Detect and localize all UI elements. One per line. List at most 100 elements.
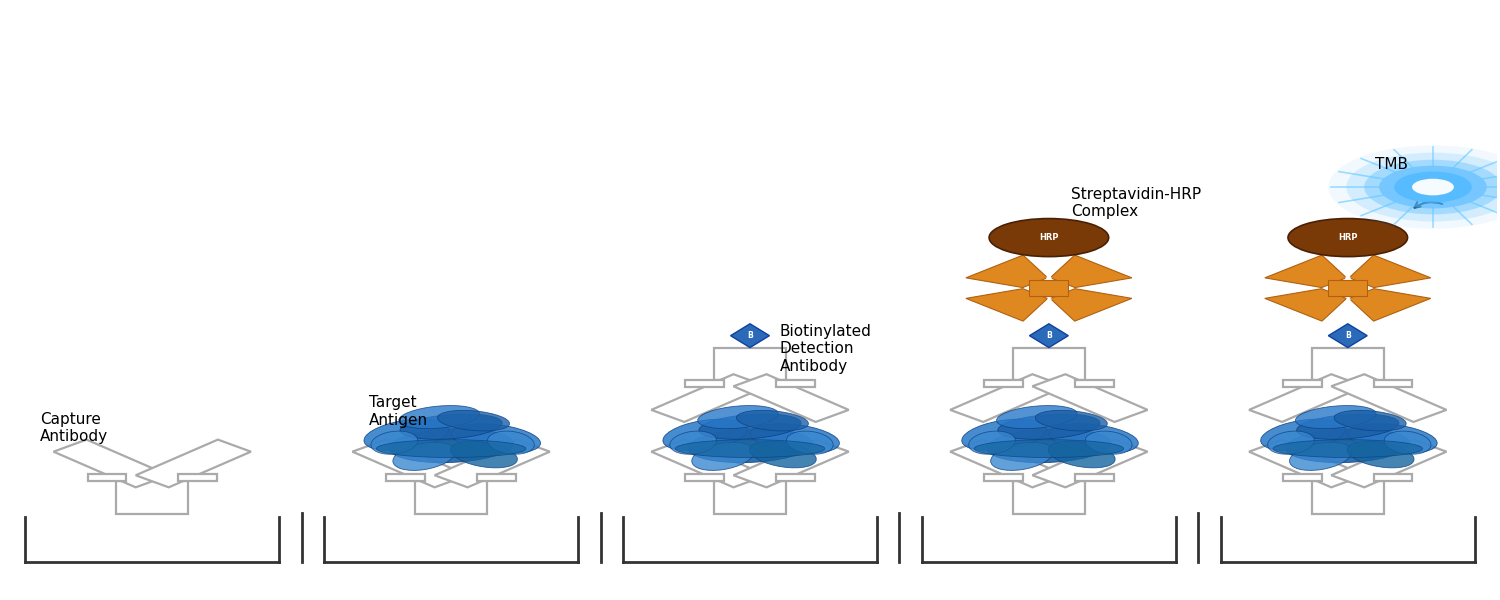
Polygon shape bbox=[1250, 440, 1365, 487]
Text: B: B bbox=[1047, 298, 1052, 304]
Text: TMB: TMB bbox=[1374, 157, 1407, 172]
Ellipse shape bbox=[1274, 440, 1422, 458]
Ellipse shape bbox=[393, 442, 456, 470]
Ellipse shape bbox=[962, 419, 1047, 451]
Text: A: A bbox=[1046, 272, 1052, 281]
Ellipse shape bbox=[1394, 172, 1472, 203]
Ellipse shape bbox=[699, 414, 801, 439]
Polygon shape bbox=[87, 474, 126, 481]
Ellipse shape bbox=[990, 442, 1053, 470]
Polygon shape bbox=[1329, 280, 1366, 296]
Polygon shape bbox=[1013, 347, 1084, 380]
Ellipse shape bbox=[969, 431, 1016, 454]
Ellipse shape bbox=[675, 440, 825, 458]
Ellipse shape bbox=[698, 406, 778, 428]
Ellipse shape bbox=[1364, 160, 1500, 214]
Polygon shape bbox=[1332, 440, 1446, 487]
Ellipse shape bbox=[388, 428, 513, 463]
Ellipse shape bbox=[974, 440, 1124, 458]
Polygon shape bbox=[1029, 280, 1068, 296]
Polygon shape bbox=[416, 481, 488, 514]
Text: HRP: HRP bbox=[1040, 233, 1059, 242]
Polygon shape bbox=[117, 481, 188, 514]
Ellipse shape bbox=[1086, 431, 1132, 454]
Text: B: B bbox=[1346, 331, 1350, 340]
Polygon shape bbox=[730, 324, 770, 347]
Polygon shape bbox=[178, 474, 218, 481]
Polygon shape bbox=[686, 474, 724, 481]
Polygon shape bbox=[651, 440, 766, 487]
Ellipse shape bbox=[786, 431, 832, 454]
Polygon shape bbox=[54, 440, 168, 487]
Polygon shape bbox=[1050, 255, 1132, 287]
Polygon shape bbox=[1329, 324, 1366, 347]
Text: HRP: HRP bbox=[1338, 233, 1358, 242]
Text: B: B bbox=[747, 331, 753, 340]
Ellipse shape bbox=[1384, 431, 1431, 454]
Polygon shape bbox=[1029, 324, 1068, 347]
Polygon shape bbox=[984, 474, 1023, 481]
Ellipse shape bbox=[996, 406, 1077, 428]
Polygon shape bbox=[1264, 255, 1347, 287]
Ellipse shape bbox=[1288, 218, 1407, 257]
Polygon shape bbox=[1250, 374, 1365, 422]
Ellipse shape bbox=[364, 419, 448, 451]
Ellipse shape bbox=[1348, 424, 1437, 453]
Text: Capture
Antibody: Capture Antibody bbox=[40, 412, 108, 444]
Polygon shape bbox=[1074, 380, 1113, 388]
Ellipse shape bbox=[998, 414, 1100, 439]
Polygon shape bbox=[1050, 289, 1132, 321]
Text: Biotinylated
Detection
Antibody: Biotinylated Detection Antibody bbox=[780, 324, 871, 374]
Polygon shape bbox=[1312, 481, 1383, 514]
Ellipse shape bbox=[370, 431, 417, 454]
Polygon shape bbox=[776, 380, 814, 388]
Text: A: A bbox=[1346, 272, 1350, 281]
Polygon shape bbox=[950, 374, 1065, 422]
Polygon shape bbox=[734, 374, 849, 422]
Text: B: B bbox=[1046, 331, 1052, 340]
Polygon shape bbox=[1348, 289, 1431, 321]
Ellipse shape bbox=[1035, 410, 1107, 431]
Ellipse shape bbox=[488, 431, 534, 454]
Polygon shape bbox=[352, 440, 468, 487]
Text: Streptavidin-HRP
Complex: Streptavidin-HRP Complex bbox=[1071, 187, 1202, 220]
Ellipse shape bbox=[400, 414, 502, 439]
Polygon shape bbox=[477, 474, 516, 481]
Polygon shape bbox=[714, 347, 786, 380]
Polygon shape bbox=[1282, 380, 1322, 388]
Ellipse shape bbox=[438, 410, 510, 431]
Polygon shape bbox=[984, 380, 1023, 388]
Ellipse shape bbox=[750, 441, 816, 468]
Ellipse shape bbox=[1329, 145, 1500, 229]
Ellipse shape bbox=[376, 440, 526, 458]
Ellipse shape bbox=[670, 431, 717, 454]
Polygon shape bbox=[686, 380, 724, 388]
Polygon shape bbox=[1282, 474, 1322, 481]
Ellipse shape bbox=[1048, 424, 1138, 453]
Ellipse shape bbox=[1260, 419, 1346, 451]
Ellipse shape bbox=[450, 441, 518, 468]
Ellipse shape bbox=[692, 442, 754, 470]
Polygon shape bbox=[387, 474, 426, 481]
Ellipse shape bbox=[1290, 442, 1352, 470]
Polygon shape bbox=[966, 255, 1047, 287]
Ellipse shape bbox=[452, 424, 540, 453]
Polygon shape bbox=[1348, 255, 1431, 287]
Ellipse shape bbox=[750, 424, 840, 453]
Text: B: B bbox=[1346, 298, 1350, 304]
Ellipse shape bbox=[1347, 441, 1414, 468]
Ellipse shape bbox=[1334, 410, 1406, 431]
Ellipse shape bbox=[988, 218, 1108, 257]
Ellipse shape bbox=[399, 406, 480, 428]
Ellipse shape bbox=[688, 428, 812, 463]
Ellipse shape bbox=[1347, 152, 1500, 221]
Polygon shape bbox=[1032, 374, 1148, 422]
Polygon shape bbox=[966, 289, 1047, 321]
Polygon shape bbox=[135, 440, 250, 487]
Polygon shape bbox=[776, 474, 814, 481]
Polygon shape bbox=[734, 440, 849, 487]
Ellipse shape bbox=[987, 428, 1112, 463]
Ellipse shape bbox=[1268, 431, 1314, 454]
Ellipse shape bbox=[1296, 414, 1400, 439]
Polygon shape bbox=[1332, 374, 1446, 422]
